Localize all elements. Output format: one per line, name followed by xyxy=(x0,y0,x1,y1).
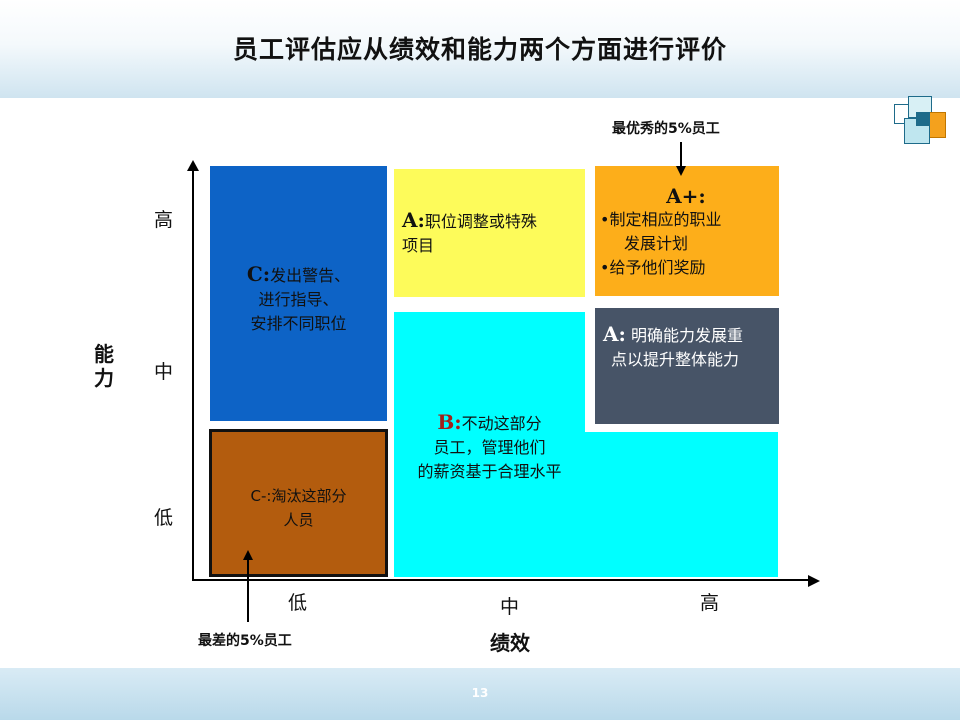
x-axis-arrow xyxy=(808,575,820,587)
cell-c-minus-text: C-:淘汰这部分 人员 xyxy=(209,484,388,532)
cell-b-line: 员工，管理他们 xyxy=(433,438,546,457)
y-axis-arrow xyxy=(187,160,199,171)
page-number: 13 xyxy=(471,686,489,700)
cell-a-yellow xyxy=(394,169,585,297)
cell-b xyxy=(394,312,585,577)
header-band xyxy=(0,0,960,98)
cell-a-yellow-line: 项目 xyxy=(402,236,435,255)
cell-c-line: 发出警告、 xyxy=(270,266,351,285)
cell-b-line: 不动这部分 xyxy=(461,414,542,433)
cell-a-plus-lead: A+: xyxy=(666,184,706,208)
cell-a-yellow-text: A:职位调整或特殊 项目 xyxy=(402,208,582,258)
cell-b-extension xyxy=(585,432,778,577)
cell-b-text: B:不动这部分 员工，管理他们 的薪资基于合理水平 xyxy=(394,410,585,484)
cell-a-gray-line: 明确能力发展重 xyxy=(631,326,744,345)
y-tick-low: 低 xyxy=(154,507,174,529)
cell-a-yellow-lead: A: xyxy=(402,208,425,232)
x-tick-high: 高 xyxy=(700,592,720,614)
cell-a-plus-line: 发展计划 xyxy=(624,234,689,253)
slide-title: 员工评估应从绩效和能力两个方面进行评价 xyxy=(232,35,727,64)
cell-c-minus-line: C-:淘汰这部分 xyxy=(250,487,347,505)
callout-top-arrow-line xyxy=(680,142,682,168)
footer-band xyxy=(0,668,960,720)
cell-a-gray-lead: A: xyxy=(603,322,626,346)
cell-c-minus-line: 人员 xyxy=(283,511,314,529)
y-tick-high: 高 xyxy=(154,209,174,231)
x-tick-mid: 中 xyxy=(500,596,520,618)
cell-c-lead: C: xyxy=(246,262,271,286)
callout-bottom-arrow-tip xyxy=(243,550,253,560)
cell-c xyxy=(210,166,387,421)
callout-bottom-arrow-line xyxy=(247,558,249,622)
y-axis-label: 能力 xyxy=(94,342,114,390)
callout-top-arrow-tip xyxy=(676,166,686,176)
cell-a-plus-text: A+: •制定相应的职业 发展计划 •给予他们奖励 xyxy=(600,184,778,280)
callout-bottom-5-percent: 最差的5%员工 xyxy=(198,633,292,649)
x-axis-label: 绩效 xyxy=(490,631,530,655)
cell-a-plus-line: •给予他们奖励 xyxy=(600,258,706,277)
cell-a-gray-line: 点以提升整体能力 xyxy=(611,350,740,369)
cell-c-minus xyxy=(209,429,388,577)
logo-squares-icon xyxy=(894,96,946,146)
cell-c-line: 安排不同职位 xyxy=(250,314,347,333)
cell-a-yellow-line: 职位调整或特殊 xyxy=(424,212,537,231)
cell-b-lead: B: xyxy=(437,410,462,434)
cell-c-line: 进行指导、 xyxy=(258,290,339,309)
y-axis xyxy=(192,168,194,581)
x-axis xyxy=(192,579,810,581)
callout-top-5-percent: 最优秀的5%员工 xyxy=(612,121,720,137)
x-tick-low: 低 xyxy=(288,592,308,614)
y-tick-mid: 中 xyxy=(154,361,174,383)
cell-a-plus xyxy=(595,166,779,296)
cell-a-gray xyxy=(595,308,779,424)
cell-c-text: C:发出警告、 进行指导、 安排不同职位 xyxy=(210,262,387,336)
cell-a-plus-line: •制定相应的职业 xyxy=(600,210,722,229)
cell-a-gray-text: A: 明确能力发展重 点以提升整体能力 xyxy=(603,322,778,372)
cell-b-line: 的薪资基于合理水平 xyxy=(417,462,562,481)
